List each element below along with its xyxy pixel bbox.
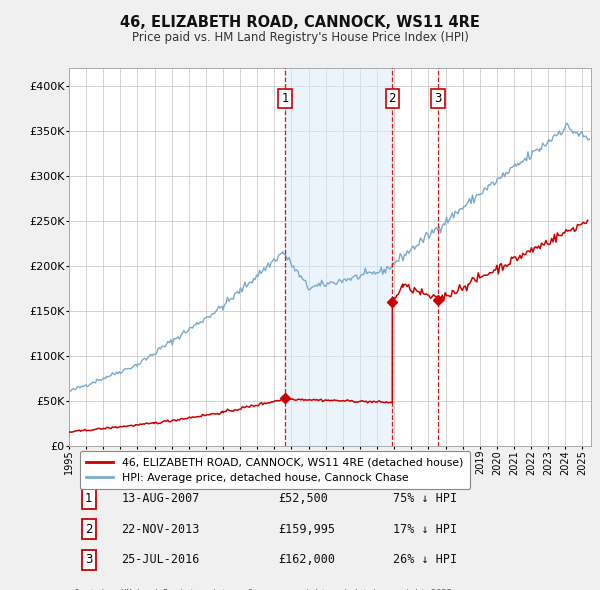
Text: 3: 3 (434, 91, 442, 104)
Text: Contains HM Land Registry data © Crown copyright and database right 2025.
This d: Contains HM Land Registry data © Crown c… (74, 589, 457, 590)
Text: 1: 1 (85, 492, 92, 505)
Text: 3: 3 (85, 553, 92, 566)
Legend: 46, ELIZABETH ROAD, CANNOCK, WS11 4RE (detached house), HPI: Average price, deta: 46, ELIZABETH ROAD, CANNOCK, WS11 4RE (d… (80, 451, 470, 490)
Text: 46, ELIZABETH ROAD, CANNOCK, WS11 4RE: 46, ELIZABETH ROAD, CANNOCK, WS11 4RE (120, 15, 480, 30)
Text: £52,500: £52,500 (278, 492, 328, 505)
Text: 2: 2 (85, 523, 92, 536)
Text: 17% ↓ HPI: 17% ↓ HPI (392, 523, 457, 536)
Text: 1: 1 (281, 91, 289, 104)
Text: 22-NOV-2013: 22-NOV-2013 (121, 523, 200, 536)
Text: 26% ↓ HPI: 26% ↓ HPI (392, 553, 457, 566)
Text: 25-JUL-2016: 25-JUL-2016 (121, 553, 200, 566)
Text: 75% ↓ HPI: 75% ↓ HPI (392, 492, 457, 505)
Text: 2: 2 (389, 91, 396, 104)
Text: £162,000: £162,000 (278, 553, 335, 566)
Text: £159,995: £159,995 (278, 523, 335, 536)
Text: Price paid vs. HM Land Registry's House Price Index (HPI): Price paid vs. HM Land Registry's House … (131, 31, 469, 44)
Bar (285, 68, 392, 445)
Text: 13-AUG-2007: 13-AUG-2007 (121, 492, 200, 505)
